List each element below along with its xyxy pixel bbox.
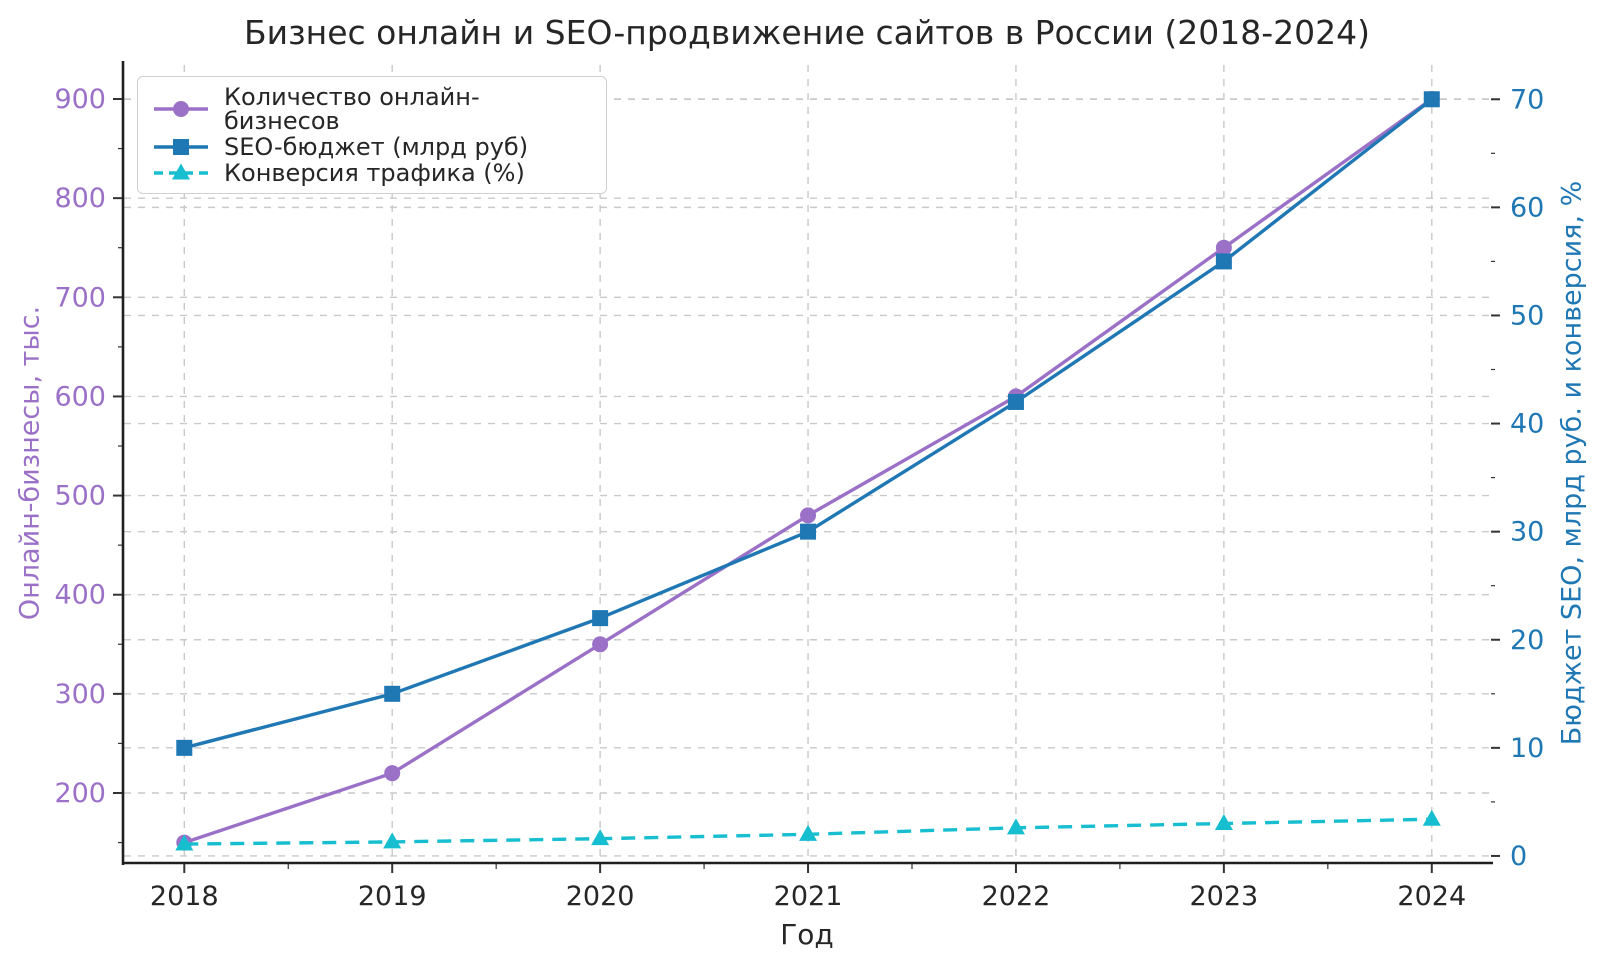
x-tick-label: 2022 <box>982 881 1051 912</box>
y-axis-left-tick-label: 400 <box>54 580 106 611</box>
y-axis-right-tick-label: 30 <box>1510 517 1544 548</box>
y-axis-right-label: Бюджет SEO, млрд руб. и конверсия, % <box>1556 180 1588 746</box>
data-point-marker-2 <box>799 824 818 841</box>
y-axis-right-tick-label: 60 <box>1510 192 1544 223</box>
y-axis-right-tick-label: 40 <box>1510 409 1544 440</box>
x-tick-label: 2021 <box>774 881 843 912</box>
data-point-marker-1 <box>1423 91 1440 108</box>
legend-label: SEO-бюджет (млрд руб) <box>224 133 529 161</box>
line-square-marker-icon <box>154 139 208 155</box>
data-point-marker-2 <box>383 832 402 849</box>
y-axis-left-tick-label: 200 <box>54 778 106 809</box>
y-axis-left-tick-label: 500 <box>54 481 106 512</box>
legend: Количество онлайн-бизнесов SEO-бюджет (м… <box>137 76 607 194</box>
data-point-marker-1 <box>1215 253 1232 270</box>
data-point-marker-1 <box>1007 393 1024 410</box>
data-point-marker-0 <box>1215 239 1232 256</box>
data-point-marker-1 <box>800 523 817 540</box>
legend-label: Конверсия трафика (%) <box>224 159 525 187</box>
legend-item-seo-budget: SEO-бюджет (млрд руб) <box>152 135 592 159</box>
data-point-marker-1 <box>592 610 609 627</box>
y-axis-left-tick-label: 800 <box>54 183 106 214</box>
legend-sample-marker <box>173 139 189 155</box>
data-point-marker-2 <box>175 834 194 851</box>
y-axis-left-tick-label: 600 <box>54 381 106 412</box>
chart-title: Бизнес онлайн и SEO-продвижение сайтов в… <box>243 13 1371 52</box>
x-tick-label: 2023 <box>1190 881 1259 912</box>
x-tick-label: 2024 <box>1397 881 1466 912</box>
x-tick-label: 2020 <box>566 881 635 912</box>
x-tick-label: 2019 <box>358 881 427 912</box>
y-axis-left-tick-label: 700 <box>54 282 106 313</box>
legend-sample-marker <box>172 163 190 180</box>
data-point-marker-2 <box>1006 818 1025 835</box>
x-tick-label: 2018 <box>150 881 219 912</box>
legend-sample-marker <box>173 101 189 117</box>
legend-item-online-businesses: Количество онлайн-бизнесов <box>152 85 592 133</box>
y-axis-left-tick-label: 300 <box>54 679 106 710</box>
x-axis-label: Год <box>780 918 834 951</box>
y-axis-right-tick-label: 70 <box>1510 84 1544 115</box>
y-axis-right-tick-label: 10 <box>1510 733 1544 764</box>
data-point-marker-2 <box>591 829 610 846</box>
data-point-marker-0 <box>800 507 817 524</box>
data-point-marker-0 <box>592 636 609 653</box>
y-axis-right-tick-label: 20 <box>1510 625 1544 656</box>
dashed-line-triangle-marker-icon <box>154 163 208 180</box>
y-axis-left-tick-label: 900 <box>54 84 106 115</box>
data-point-marker-0 <box>384 765 401 782</box>
data-point-marker-2 <box>1422 809 1441 826</box>
data-point-marker-2 <box>1214 814 1233 831</box>
y-axis-right-tick-label: 50 <box>1510 300 1544 331</box>
y-axis-left-label: Онлайн-бизнесы, тыс. <box>14 305 46 621</box>
legend-item-traffic-conversion: Конверсия трафика (%) <box>152 161 592 185</box>
data-point-marker-1 <box>176 739 193 756</box>
legend-label: Количество онлайн-бизнесов <box>224 83 480 135</box>
data-point-marker-1 <box>384 685 401 702</box>
line-circle-marker-icon <box>154 101 208 117</box>
y-axis-right-tick-label: 0 <box>1510 841 1527 872</box>
